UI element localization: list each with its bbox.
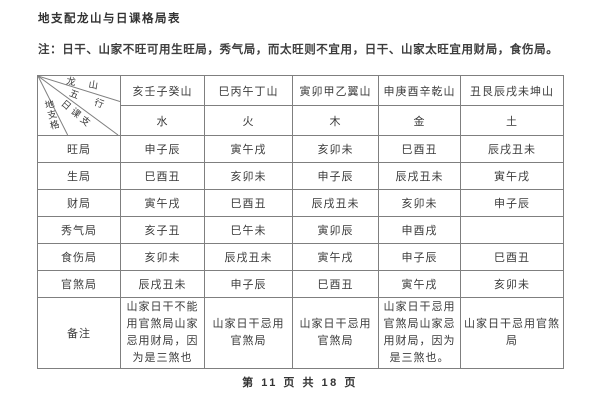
element-header: 木 xyxy=(292,105,379,136)
element-header: 金 xyxy=(378,105,461,136)
data-cell: 亥卯未 xyxy=(120,243,205,271)
remark-cell: 山家日干忌用官煞局 xyxy=(204,297,293,369)
row-label: 官煞局 xyxy=(37,270,121,298)
data-cell: 巳午未 xyxy=(204,216,293,244)
page-title: 地支配龙山与日课格局表 xyxy=(38,13,181,25)
data-cell: 申子辰 xyxy=(292,162,379,190)
table-row-caiju: 财局 寅午戌 巳酉丑 辰戌丑未 亥卯未 申子辰 xyxy=(37,189,564,217)
header-row-elements: 水 火 木 金 土 xyxy=(38,105,564,136)
column-header: 申庚酉辛乾山 xyxy=(378,75,461,106)
column-header: 巳丙午丁山 xyxy=(204,75,293,106)
data-cell: 巳酉丑 xyxy=(460,243,564,271)
data-cell: 辰戌丑未 xyxy=(120,270,205,298)
data-cell: 申子辰 xyxy=(378,243,461,271)
table-row-shengju: 生局 巳酉丑 亥卯未 申子辰 辰戌丑未 寅午戌 xyxy=(37,162,564,190)
column-header: 亥壬子癸山 xyxy=(120,75,205,106)
data-cell: 辰戌丑未 xyxy=(204,243,293,271)
header-row-mountains: 龙山 五行 日课支 地支格 亥壬子癸山 巳丙午丁山 寅卯甲乙翼山 申庚酉辛乾山 … xyxy=(37,75,564,136)
note-text: 注：日干、山家不旺可用生旺局，秀气局，而太旺则不宜用，日干、山家太旺宜用财局，食… xyxy=(38,44,559,56)
page-number: 第 11 页 共 18 页 xyxy=(242,377,358,389)
data-cell: 寅午戌 xyxy=(460,162,564,190)
element-header: 土 xyxy=(460,105,564,136)
remark-cell: 山家日干不能用官煞局山家忌用财局，因为是三煞也 xyxy=(120,297,205,369)
data-cell: 辰戌丑未 xyxy=(460,135,564,163)
element-header: 火 xyxy=(204,105,293,136)
column-header: 丑艮辰戌未坤山 xyxy=(460,75,564,106)
data-cell: 亥卯未 xyxy=(378,189,461,217)
data-cell: 巳酉丑 xyxy=(204,189,293,217)
row-label: 财局 xyxy=(37,189,121,217)
data-cell xyxy=(460,216,564,244)
data-cell: 申子辰 xyxy=(204,270,293,298)
table-row-xiuqiju: 秀气局 亥子丑 巳午未 寅卯辰 申酉戌 xyxy=(37,216,564,244)
row-label: 秀气局 xyxy=(37,216,121,244)
table-row-shishangju: 食伤局 亥卯未 辰戌丑未 寅午戌 申子辰 巳酉丑 xyxy=(37,243,564,271)
element-header: 水 xyxy=(120,105,205,136)
table-row-guanshaju: 官煞局 辰戌丑未 申子辰 巳酉丑 寅午戌 亥卯未 xyxy=(37,270,564,298)
data-cell: 亥卯未 xyxy=(292,135,379,163)
data-cell: 寅午戌 xyxy=(378,270,461,298)
data-cell: 辰戌丑未 xyxy=(378,162,461,190)
remark-cell: 山家日干忌用官煞局 xyxy=(292,297,379,369)
data-cell: 巳酉丑 xyxy=(120,162,205,190)
remark-cell: 山家日干忌用官煞局山家忌用财局，因为是三煞也。 xyxy=(378,297,461,369)
pattern-table: 龙山 五行 日课支 地支格 亥壬子癸山 巳丙午丁山 寅卯甲乙翼山 申庚酉辛乾山 … xyxy=(37,75,564,369)
data-cell: 辰戌丑未 xyxy=(292,189,379,217)
data-cell: 亥卯未 xyxy=(204,162,293,190)
row-label: 生局 xyxy=(37,162,121,190)
corner-diagonal-lines xyxy=(38,76,120,135)
data-cell: 巳酉丑 xyxy=(378,135,461,163)
table-row-remark: 备注 山家日干不能用官煞局山家忌用财局，因为是三煞也 山家日干忌用官煞局 山家日… xyxy=(37,297,564,369)
remark-cell: 山家日干忌用官煞局 xyxy=(460,297,564,369)
row-label: 备注 xyxy=(37,297,121,369)
data-cell: 申酉戌 xyxy=(378,216,461,244)
data-cell: 寅午戌 xyxy=(292,243,379,271)
column-header: 寅卯甲乙翼山 xyxy=(292,75,379,106)
data-cell: 申子辰 xyxy=(460,189,564,217)
data-cell: 寅午戌 xyxy=(120,189,205,217)
data-cell: 亥子丑 xyxy=(120,216,205,244)
data-cell: 寅卯辰 xyxy=(292,216,379,244)
data-cell: 巳酉丑 xyxy=(292,270,379,298)
data-cell: 申子辰 xyxy=(120,135,205,163)
table-row-wangju: 旺局 申子辰 寅午戌 亥卯未 巳酉丑 辰戌丑未 xyxy=(37,135,564,163)
data-cell: 寅午戌 xyxy=(204,135,293,163)
corner-cell: 龙山 五行 日课支 地支格 xyxy=(37,75,121,136)
row-label: 食伤局 xyxy=(37,243,121,271)
row-label: 旺局 xyxy=(37,135,121,163)
data-cell: 亥卯未 xyxy=(460,270,564,298)
